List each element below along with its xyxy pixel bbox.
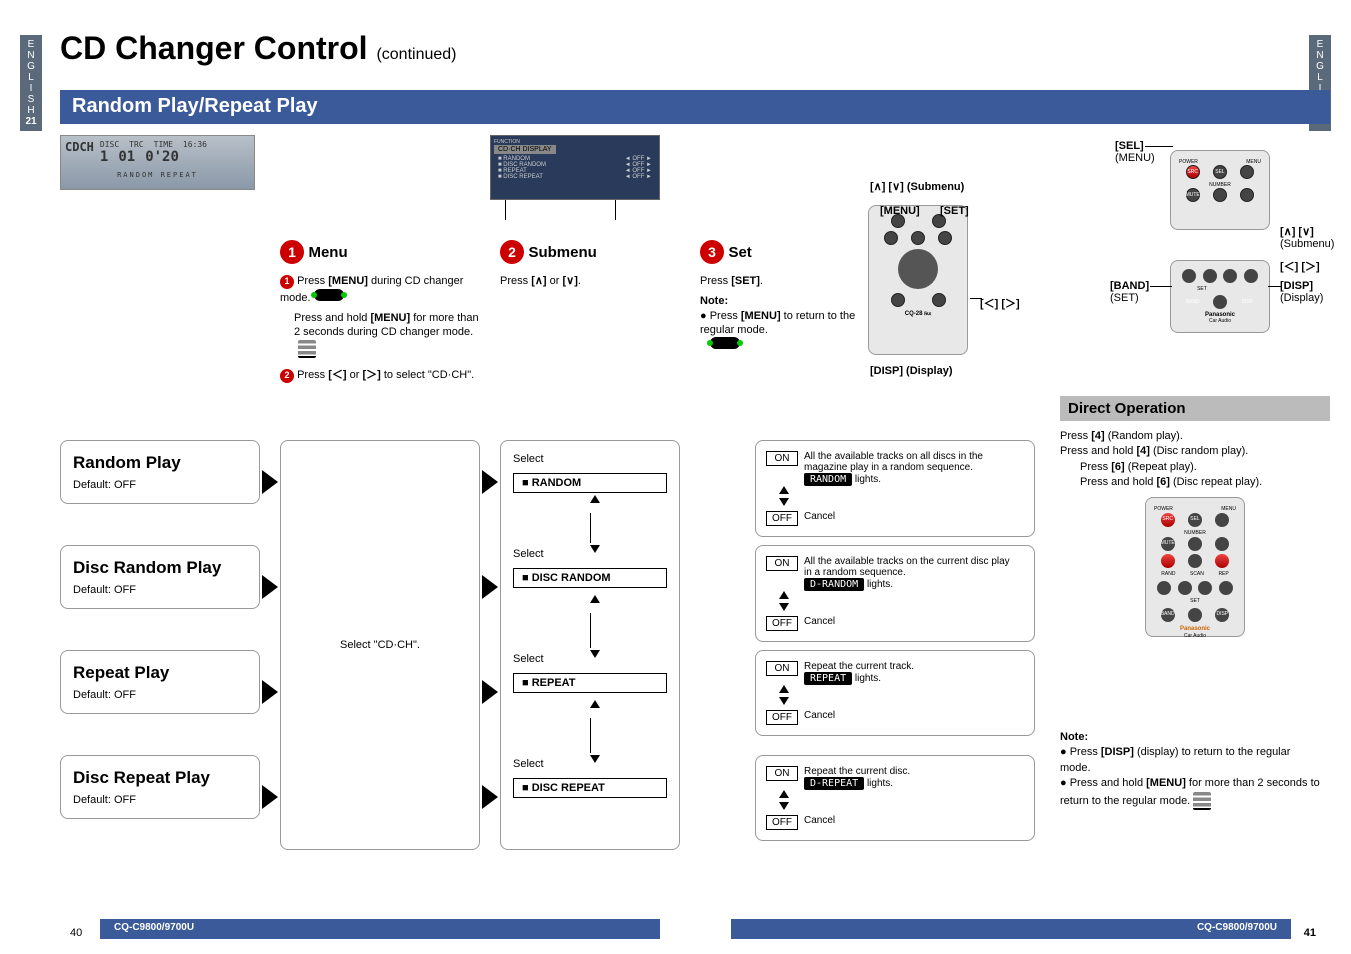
- remote-small-bottom: SET BANDDISP Panasonic Car Audio: [1170, 260, 1270, 333]
- direct-operation: Direct Operation Press [4] (Random play)…: [1060, 396, 1330, 651]
- step-2-num: 2: [500, 240, 524, 264]
- callout-line: [1150, 286, 1172, 287]
- remote-direct-op: POWERMENU SRCSEL NUMBER MUTE RANDSCANREP…: [1145, 497, 1245, 637]
- lcd-lbl-trc: TRC: [129, 140, 143, 149]
- triangle-icon: [262, 470, 278, 494]
- fn-display: FUNCTION CD·CH DISPLAY ■ RANDOM◄ OFF ► ■…: [490, 135, 660, 200]
- submenu-repeat: ■ REPEAT: [513, 673, 667, 693]
- stack-icon: [298, 340, 316, 358]
- triangle-icon: [262, 680, 278, 704]
- lcd-lbl-clock: 16:36: [183, 140, 207, 149]
- callout-set: [SET]: [940, 205, 969, 217]
- menu-icon: [314, 289, 344, 301]
- triangle-icon: [482, 470, 498, 494]
- lcd-val-disc: 1: [100, 149, 108, 165]
- page-num-left: 40: [70, 927, 82, 939]
- state-repeat: ONRepeat the current track.REPEAT lights…: [755, 650, 1035, 736]
- side-tab-left: ENGLISH 21: [20, 35, 42, 131]
- footer-left: CQ-C9800/9700U: [100, 919, 660, 939]
- bullet-2: 2: [280, 369, 294, 383]
- menu-icon: [710, 337, 740, 349]
- step-3-label: Set: [728, 244, 751, 261]
- remote-large: CQ-28 ℻: [868, 205, 968, 355]
- select-cdch-box: Select "CD·CH".: [280, 440, 480, 850]
- remote-small: POWERMENU SRCSEL NUMBER MUTE: [1170, 150, 1270, 230]
- lcd-val-trc: 01: [118, 149, 135, 165]
- direct-op-header: Direct Operation: [1060, 396, 1330, 421]
- step-2: 2 Submenu Press [∧] or [∨].: [500, 240, 670, 288]
- submenu-random: ■ RANDOM: [513, 473, 667, 493]
- lcd-val-time: 0'20: [145, 149, 179, 165]
- callout-disp-r: [DISP](Display): [1280, 280, 1323, 304]
- step-2-label: Submenu: [528, 244, 596, 261]
- callout-lr-r: [＜] [＞]: [1280, 258, 1320, 274]
- step-1-label: Menu: [308, 244, 347, 261]
- feature-random: Random Play Default: OFF: [60, 440, 260, 504]
- note-title: Note:: [700, 295, 728, 307]
- step-3: 3 Set Press [SET]. Note: ● Press [MENU] …: [700, 240, 870, 353]
- lcd-lbl-disc: DISC: [100, 140, 119, 149]
- lcd-lbl-time: TIME: [154, 140, 173, 149]
- title-main: CD Changer Control: [60, 30, 368, 66]
- footer-right: CQ-C9800/9700U: [731, 919, 1291, 939]
- callout-submenu: [∧] [∨] (Submenu): [870, 180, 964, 193]
- remote-logo: CQ-28 ℻: [877, 310, 959, 317]
- callout-line: [615, 200, 616, 220]
- page-title: CD Changer Control (continued): [60, 30, 456, 67]
- triangle-icon: [262, 575, 278, 599]
- state-random: ONAll the available tracks on all discs …: [755, 440, 1035, 537]
- bullet-1: 1: [280, 275, 294, 289]
- section-bar: Random Play/Repeat Play: [60, 90, 1330, 124]
- fn-row-3: ■ DISC REPEAT◄ OFF ►: [494, 174, 656, 180]
- callout-disp: [DISP] (Display): [870, 365, 953, 377]
- title-sub: (continued): [376, 46, 456, 63]
- state-disc-repeat: ONRepeat the current disc.D-REPEAT light…: [755, 755, 1035, 841]
- lcd-footer: RANDOM REPEAT: [65, 171, 250, 179]
- fn-header: CD·CH DISPLAY: [494, 145, 556, 154]
- dpad-icon: [898, 249, 938, 289]
- step-3-num: 3: [700, 240, 724, 264]
- side-tab-page-l: 21: [25, 116, 36, 127]
- callout-line: [970, 298, 982, 299]
- feature-repeat: Repeat Play Default: OFF: [60, 650, 260, 714]
- note-block: Note: ● Press [DISP] (display) to return…: [1060, 730, 1320, 810]
- stack-icon: [1193, 792, 1211, 810]
- callout-sel: [SEL](MENU): [1115, 140, 1155, 164]
- callout-line: [1145, 146, 1173, 147]
- callout-arrows-r: [∧] [∨](Submenu): [1280, 225, 1334, 250]
- feature-disc-random: Disc Random Play Default: OFF: [60, 545, 260, 609]
- feature-disc-repeat: Disc Repeat Play Default: OFF: [60, 755, 260, 819]
- lcd-display: CDCH DISC TRC TIME 16:36 1 01 0'20 RANDO…: [60, 135, 255, 190]
- callout-lr: [＜] [＞]: [980, 295, 1020, 311]
- side-tab-text-l: ENGLISH: [20, 39, 42, 116]
- submenu-box: Select ■ RANDOM Select ■ DISC RANDOM Sel…: [500, 440, 680, 850]
- step-1-num: 1: [280, 240, 304, 264]
- callout-menu: [MENU]: [880, 205, 920, 217]
- lcd-cdch: CDCH: [65, 140, 94, 165]
- state-disc-random: ONAll the available tracks on the curren…: [755, 545, 1035, 642]
- triangle-icon: [482, 575, 498, 599]
- callout-line: [1268, 286, 1282, 287]
- triangle-icon: [482, 680, 498, 704]
- callout-line: [505, 200, 506, 220]
- submenu-disc-repeat: ■ DISC REPEAT: [513, 778, 667, 798]
- callout-band: [BAND](SET): [1110, 280, 1149, 304]
- page-num-right: 41: [1304, 927, 1316, 939]
- step-1: 1 Menu 1 Press [MENU] during CD changer …: [280, 240, 480, 383]
- triangle-icon: [482, 785, 498, 809]
- submenu-disc-random: ■ DISC RANDOM: [513, 568, 667, 588]
- triangle-icon: [262, 785, 278, 809]
